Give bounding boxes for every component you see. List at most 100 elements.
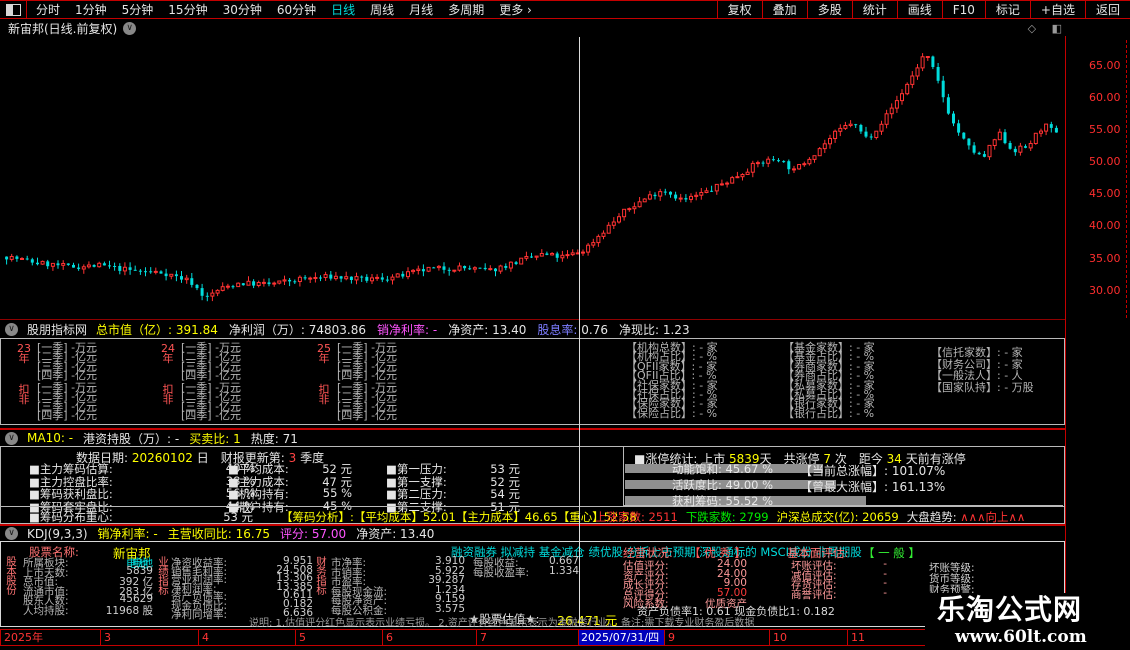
stat-row: ■筹码获利盘比: 56 % [29,486,255,501]
toolbar-button-返回[interactable]: 返回 [1084,1,1130,18]
quarter-row: [三季] -亿元 [37,359,98,373]
grade-row: 货币等级: [929,573,975,585]
performance-group: 净资收益率: 9.951 销售毛利率: 24.508 营业利润率: 13.306 净利润率:… [171,555,313,621]
institution-row: 【银行家数】: - 家 [783,397,875,411]
ma10-fields: MA10: - 港资持股（万）: - 买卖比: 1 热度: 71 [27,430,298,447]
quarter-row: [二季] -亿元 [37,350,98,364]
timeline-month-9[interactable]: 9 [665,630,770,645]
quarter-row: [三季] -亿元 [337,399,398,413]
info-row: 净利润率: 13.385 [171,580,313,595]
period-tab-1分钟[interactable]: 1分钟 [75,3,107,17]
info-row: 每股收益: 0.667 [473,555,579,569]
grade-group: 坏账等级: 货币等级: 财务预警: [929,560,975,596]
institution-row: 【基金占比】: - % [783,350,875,364]
toolbar-button-叠加[interactable]: 叠加 [761,1,807,18]
market-field: 上涨家数: 2511 [595,510,678,524]
quarter-row: [一季] -万元 [181,341,242,354]
info-row: 人均持股: 11968 股 [23,604,153,617]
progress-bar [625,496,866,505]
quarterly-panel: 23年 [一季] -万元 [二季] -亿元 [三季] -亿元 [四季] -亿元 扣非 [一季… [0,338,1065,425]
op-status-label: 经营状况: [623,546,673,560]
header-field: 买卖比: 1 [189,431,241,446]
progress-label: 活跃度比: 49.00 % [672,478,774,492]
op-status-value: 【 优 秀 】 [689,546,746,560]
candlestick-chart[interactable] [0,36,1065,318]
timeline-month-5[interactable]: 5 [296,630,383,645]
chip-analysis-panel: 数据日期: 20260102 日 财报更新第: 3 季度 ■主力筹码估算: 40 %… [0,446,1065,524]
toolbar-button-F10[interactable]: F10 [941,1,985,18]
timeline-current-date[interactable]: 2025/07/31/四 [579,630,665,645]
timeline-month-4[interactable]: 4 [199,630,296,645]
toolbar-button-画线[interactable]: 画线 [896,1,942,18]
institution-row: 【券商占比】: - % [783,369,875,383]
field-总市值（亿）: 总市值（亿）: 391.84 [96,322,218,337]
chart-right-scroll[interactable] [1126,40,1127,318]
toolbar-button-多股[interactable]: 多股 [806,1,852,18]
info-row: 现金负债比: 0.182 [171,597,313,612]
timeline-year[interactable]: 2025年 [1,630,101,645]
period-tab-60分钟[interactable]: 60分钟 [276,3,317,17]
info-row: 每股净资产: 9.159 [331,593,465,607]
timeline-month-3[interactable]: 3 [101,630,199,645]
finance-group: 市净率: 3.910 市销率: 5.922 市盈率: 39.287 每股现金流: 1.234 每… [331,555,465,617]
timeline-month-7[interactable]: 7 [477,630,579,645]
info-row: 所属板块: 电池 [23,557,153,569]
market-row: 上涨家数: 2511 下跌家数: 2799 沪深总成交(亿): 20659 大盘趋势:… [595,509,1025,525]
institution-row: 【保险占比】: - % [626,406,718,420]
institution-row: 【私募占比】: - % [783,388,875,402]
toolbar-button-统计[interactable]: 统计 [851,1,897,18]
quarter-row: [四季] -亿元 [337,369,398,383]
toolbar-right: 复权 叠加 多股 统计 画线 F10 标记 +自选 返回 [716,1,1130,18]
quarter-row: [四季] -亿元 [337,409,398,423]
period-tab-15分钟[interactable]: 15分钟 [168,3,208,17]
indicator-source: 股朋指标网 [27,322,88,337]
chevron-down-icon[interactable]: ∨ [123,21,137,35]
period-tab-分时[interactable]: 分时 [36,3,61,17]
year-label: 23年 [17,342,31,365]
period-tab-日线[interactable]: 日线 [331,3,356,17]
year-label: 24年 [161,342,175,365]
kdj-fields: KDJ(9,3,3) 销净利率: - 主营收同比: 16.75 评分: 57.00 净资… [27,525,434,542]
period-tab-更多 ›[interactable]: 更多 › [499,3,532,17]
toolbar: 分时 1分钟 5分钟 15分钟 30分钟 60分钟 日线 周线 月线 多周期 更多 › 复权 叠加 多股… [0,0,1130,19]
institution-row: 【QFII家数】: - 家 [626,359,718,373]
period-tab-5分钟[interactable]: 5分钟 [121,3,154,17]
stock-name-label: 股票名称: [29,545,79,559]
toolbar-button-复权[interactable]: 复权 [716,1,762,18]
info-row: 每股现金流: 1.234 [331,583,465,598]
equity-group: 所属板块: 电池 上市天数: 5839 总市值: 392 亿流通市值: 283 亿股东人数:… [23,555,153,617]
valuation-label: ★股票估值★: [469,612,540,626]
chip-analysis-text: 【筹码分析】:【平均成本】52.01【主力成本】46.65【重心】52.58 [281,510,637,524]
quarter-row: [一季] -万元 [337,341,398,354]
corner-icons[interactable]: ◇ ◧ [1027,21,1068,35]
toolbar-button-标记[interactable]: 标记 [984,1,1030,18]
progress-label: 获利筹码: 55.52 % [672,494,774,508]
field-净现比: 净现比: 1.23 [619,322,690,337]
toolbar-button-+自选[interactable]: +自选 [1029,1,1085,18]
quarter-row: [三季] -亿元 [181,359,242,373]
vertical-label-股本股份: 股本股份 [5,556,17,594]
timeline-month-10[interactable]: 10 [770,630,848,645]
year-label: 25年 [317,342,331,365]
period-tab-周线[interactable]: 周线 [370,3,395,17]
concept-tags: 融资融券 拟减持 基金减仓 绩优股 分拆上市预期 深股通标的 MSCI成份 非周… [451,545,862,559]
period-tab-30分钟[interactable]: 30分钟 [222,3,262,17]
stat-row: ■机构持有: 55 % [228,486,352,501]
vertical-label-业绩指标: 业绩指标 [157,556,169,594]
timeline-month-6[interactable]: 6 [383,630,477,645]
institution-row: 【社保家数】: - 家 [626,378,718,392]
score-row: 资产评分: 24.00 [623,567,747,582]
price-tick-45.00: 45.00 [1089,187,1121,200]
period-tab-月线[interactable]: 月线 [409,3,434,17]
info-row: 总市值: 392 亿 [23,576,153,588]
collapse-icon-b[interactable]: ∨ [5,431,18,445]
institution-row: 【保险家数】: - 家 [626,397,718,411]
quarter-group-23年: 23年 [一季] -万元 [二季] -亿元 [三季] -亿元 [四季] -亿元 扣非 [一季… [15,339,155,422]
deduct-rows: [一季] -万元 [二季] -亿元 [三季] -亿元 [四季] -亿元 [337,382,398,423]
collapse-icon-a[interactable]: ∨ [5,322,18,336]
period-tab-多周期[interactable]: 多周期 [448,3,485,17]
institution-row: 【社保占比】: - % [626,388,718,402]
stock-title: 新宙邦(日线.前复权) [8,21,118,36]
collapse-icon-c[interactable]: ∨ [5,527,18,540]
window-split-icon[interactable] [0,1,27,18]
